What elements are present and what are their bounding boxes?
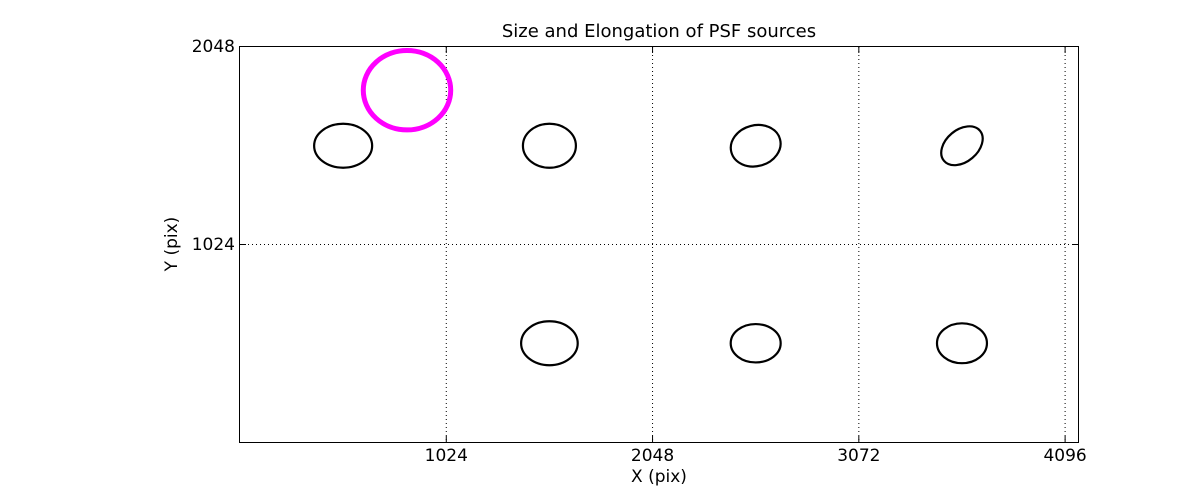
- psf_sources-ellipse: [940, 125, 984, 167]
- psf_sources-ellipse: [521, 122, 578, 169]
- chart-title: Size and Elongation of PSF sources: [501, 21, 817, 42]
- plot-area: [239, 46, 1079, 443]
- plot-canvas: [240, 47, 1078, 442]
- x-tick-label: 2048: [630, 446, 675, 466]
- x-tick-label: 4096: [1043, 446, 1087, 466]
- psf_sources-ellipse: [935, 322, 989, 365]
- y-tick-label: 1024: [191, 234, 235, 255]
- psf_sources-ellipse: [313, 122, 374, 169]
- x-tick-label: 3072: [837, 446, 881, 466]
- psf_sources-ellipse: [729, 123, 782, 168]
- y-tick-label: 2048: [191, 37, 235, 57]
- x-tick-label: 1024: [424, 446, 468, 466]
- psf_sources-ellipse: [729, 322, 782, 364]
- highlighted_source-ellipse: [360, 47, 454, 133]
- psf_sources-ellipse: [520, 320, 579, 367]
- x-axis-label: X (pix): [631, 467, 687, 487]
